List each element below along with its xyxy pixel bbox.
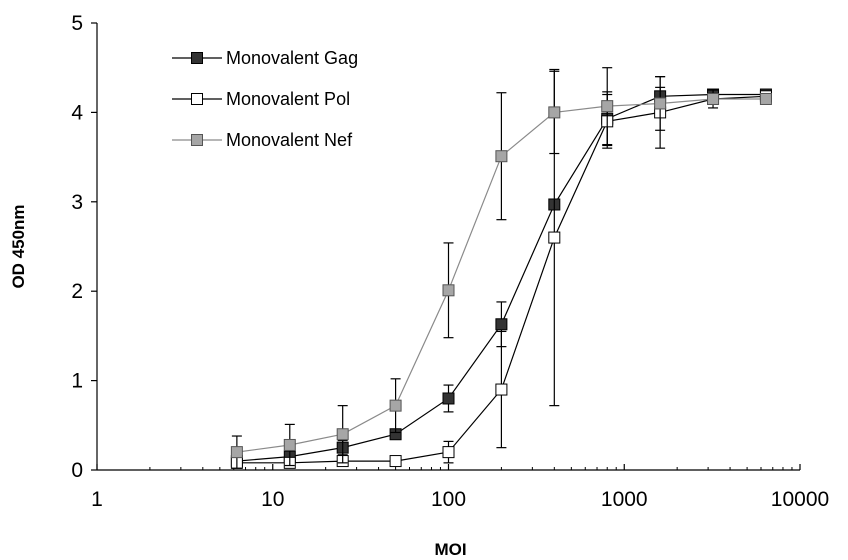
data-point [495,383,508,396]
y-tick-label: 4 [71,101,83,124]
data-point [601,100,614,113]
y-axis-title: OD 450nm [9,204,28,288]
y-tick-label: 5 [71,12,83,35]
data-point [336,428,349,441]
data-point [548,106,561,119]
y-tick-label: 2 [71,280,83,303]
legend-item: Monovalent Pol [172,89,350,109]
x-tick-label: 1 [91,488,103,511]
series-monovalent-nef [230,67,772,469]
data-point [389,399,402,412]
y-tick-label: 3 [71,191,83,214]
data-point [230,446,243,459]
x-axis-title: MOI [434,540,466,559]
data-point [548,231,561,244]
data-point [442,392,455,405]
legend: Monovalent Gag Monovalent Pol Monovalent N… [172,48,358,150]
legend-label: Monovalent Gag [226,48,358,68]
x-tick-label: 100 [431,488,466,511]
legend-label: Monovalent Nef [226,130,353,150]
legend-label: Monovalent Pol [226,89,350,109]
y-tick-label: 0 [71,459,83,482]
y-tick-label: 1 [71,370,83,393]
legend-item: Monovalent Gag [172,48,358,68]
x-tick-label: 10 [261,488,284,511]
data-point [442,284,455,297]
legend-item: Monovalent Nef [172,130,353,150]
x-tick-label: 10000 [771,488,829,511]
x-tick-label: 1000 [601,488,648,511]
legend-marker [191,134,203,146]
data-point [759,92,772,105]
data-point [654,97,667,110]
data-point [495,318,508,331]
data-point [495,150,508,163]
data-point [442,446,455,459]
series-layer [230,67,772,469]
data-point [283,438,296,451]
legend-marker [191,93,203,105]
data-point [707,92,720,105]
data-point [389,455,402,468]
legend-marker [191,52,203,64]
